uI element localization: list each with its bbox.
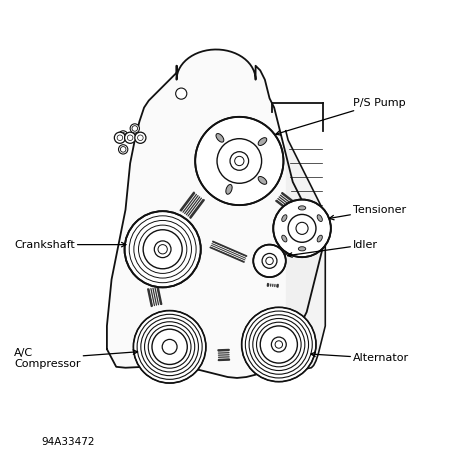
Circle shape [114, 132, 126, 144]
Circle shape [129, 216, 196, 283]
Circle shape [155, 241, 171, 258]
Circle shape [141, 318, 199, 376]
Circle shape [296, 222, 308, 234]
Ellipse shape [298, 247, 306, 251]
Ellipse shape [258, 137, 267, 145]
Circle shape [128, 135, 133, 141]
Circle shape [230, 152, 249, 170]
Circle shape [137, 135, 143, 141]
Circle shape [275, 341, 283, 348]
Ellipse shape [258, 177, 267, 185]
Circle shape [120, 133, 126, 138]
Circle shape [253, 318, 305, 370]
Circle shape [262, 254, 277, 268]
Circle shape [145, 322, 195, 372]
Circle shape [158, 245, 167, 254]
Ellipse shape [226, 185, 232, 194]
Ellipse shape [216, 134, 224, 142]
Circle shape [148, 325, 191, 368]
Text: P/S Pump: P/S Pump [276, 98, 406, 135]
Ellipse shape [317, 235, 322, 242]
Circle shape [273, 199, 331, 257]
Circle shape [195, 117, 283, 205]
Circle shape [120, 147, 126, 152]
Text: Tensioner: Tensioner [329, 205, 406, 220]
Circle shape [138, 225, 187, 274]
Circle shape [132, 126, 137, 131]
Circle shape [260, 326, 297, 363]
Circle shape [117, 135, 123, 141]
Polygon shape [107, 49, 323, 378]
Circle shape [125, 132, 136, 144]
Circle shape [242, 308, 316, 382]
Ellipse shape [317, 215, 322, 221]
Text: Alternator: Alternator [311, 352, 409, 363]
Circle shape [135, 132, 146, 144]
Circle shape [253, 245, 286, 277]
Circle shape [176, 88, 187, 99]
Circle shape [137, 314, 202, 379]
Circle shape [235, 156, 244, 165]
Text: 94A33472: 94A33472 [42, 437, 95, 447]
Circle shape [162, 339, 177, 354]
Circle shape [288, 214, 316, 242]
Circle shape [118, 145, 128, 154]
Circle shape [256, 322, 301, 367]
Circle shape [125, 211, 201, 288]
Circle shape [143, 230, 182, 269]
Circle shape [246, 311, 312, 378]
Text: A/C
Compressor: A/C Compressor [14, 348, 137, 369]
Circle shape [130, 124, 139, 133]
Ellipse shape [282, 215, 287, 221]
Circle shape [249, 315, 309, 374]
Circle shape [266, 257, 273, 265]
Text: Crankshaft: Crankshaft [14, 240, 126, 250]
Circle shape [152, 329, 187, 364]
Circle shape [134, 220, 191, 278]
Text: Idler: Idler [288, 240, 378, 257]
Circle shape [118, 131, 128, 140]
Polygon shape [286, 131, 325, 370]
Circle shape [217, 139, 262, 183]
Circle shape [133, 311, 206, 383]
Circle shape [272, 337, 286, 352]
Ellipse shape [282, 235, 287, 242]
Ellipse shape [298, 206, 306, 210]
